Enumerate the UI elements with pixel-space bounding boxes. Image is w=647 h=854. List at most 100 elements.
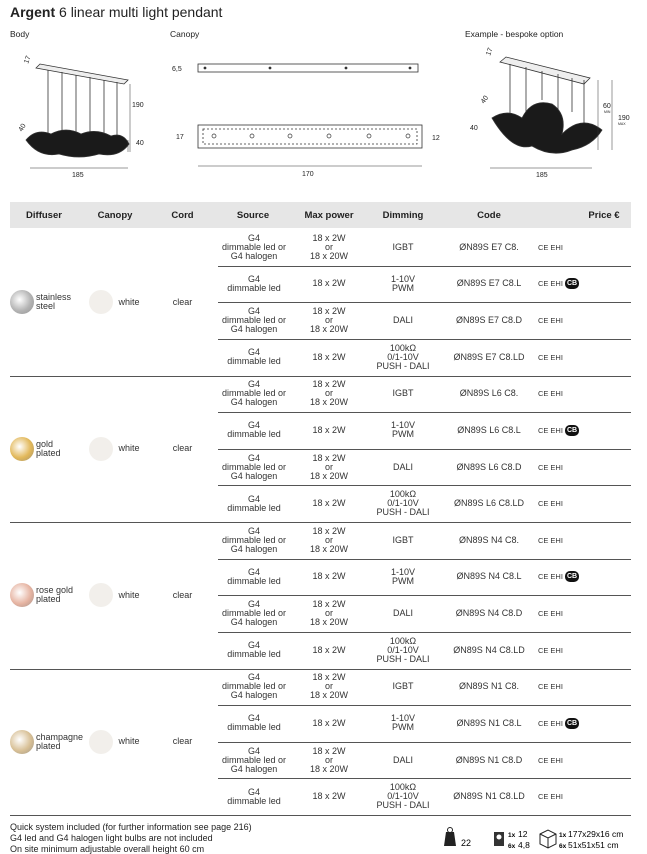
- dimming: 100kΩ 0/1-10V PUSH - DALI: [376, 489, 430, 518]
- power: 18 x 2W: [312, 644, 346, 655]
- diffuser-swatch: [10, 290, 34, 315]
- cert-mark: EHI: [550, 755, 563, 765]
- source: G4 dimmable led: [227, 713, 281, 733]
- box-value: 177x29x16 cm: [568, 829, 623, 839]
- diffuser-swatch: [10, 583, 34, 608]
- dimension: 60: [603, 103, 611, 110]
- source: G4 dimmable led or G4 halogen: [221, 599, 287, 628]
- cert-mark: EHI: [550, 535, 563, 545]
- diffuser: stainless steel: [36, 292, 72, 312]
- column-header: Dimming: [382, 209, 424, 221]
- dimming: IGBT: [392, 388, 414, 399]
- dimming: IGBT: [392, 681, 414, 692]
- cert-mark: CE: [538, 682, 549, 692]
- code: ØN89S N1 C8.L: [456, 717, 522, 728]
- qty: 6x: [559, 843, 567, 850]
- cert-mark: EHI: [550, 682, 563, 692]
- row-divider: [218, 302, 631, 304]
- code: ØN89S L6 C8.: [459, 388, 519, 399]
- dimension: 17: [23, 55, 32, 65]
- dimension: 185: [72, 172, 84, 179]
- bulb-value: 4,8: [518, 840, 530, 850]
- column-header: Source: [236, 209, 270, 221]
- code: ØN89S N1 C8.LD: [453, 791, 525, 802]
- power: 18 x 2W or 18 x 20W: [309, 306, 349, 335]
- page-title: Argent 6 linear multi light pendant: [10, 4, 222, 20]
- group-divider: [10, 522, 631, 523]
- cert-mark: CE: [538, 352, 549, 362]
- example-drawing: [490, 56, 613, 169]
- canopy-drawing: [197, 63, 423, 167]
- source: G4 dimmable led: [227, 786, 281, 806]
- certifications: CE EHI CB: [538, 266, 580, 303]
- certifications: CE EHI: [538, 669, 578, 706]
- source: G4 dimmable led or G4 halogen: [221, 232, 287, 261]
- product-title: 6 linear multi light pendant: [59, 4, 223, 20]
- cert-mark: EHI: [550, 279, 563, 289]
- certifications: CE EHI CB: [538, 705, 580, 742]
- cert-mark: EHI: [550, 462, 563, 472]
- dimming: DALI: [392, 461, 413, 472]
- diffuser-swatch: [10, 436, 34, 461]
- source: G4 dimmable led or G4 halogen: [221, 745, 287, 774]
- certifications: CE EHI CB: [538, 559, 580, 596]
- row-divider: [218, 778, 631, 780]
- row-divider: [218, 595, 631, 597]
- canopy: white: [118, 296, 140, 307]
- source: G4 dimmable led: [227, 420, 281, 440]
- row-divider: [218, 338, 631, 340]
- row-divider: [218, 741, 631, 743]
- power: 18 x 2W: [312, 791, 346, 802]
- drawing-label: Body: [10, 29, 30, 39]
- cert-mark: CE: [538, 718, 549, 728]
- drawing-label: Canopy: [170, 29, 200, 39]
- dimming: 100kΩ 0/1-10V PUSH - DALI: [376, 635, 430, 664]
- diffuser: gold plated: [36, 438, 61, 458]
- cord: clear: [172, 443, 193, 454]
- power: 18 x 2W: [312, 351, 346, 362]
- drawing-label: Example - bespoke option: [465, 29, 564, 39]
- cert-mark: EHI: [550, 645, 563, 655]
- canopy-swatch: [89, 583, 113, 608]
- group-divider: [10, 668, 631, 670]
- cert-mark: CE: [538, 792, 549, 802]
- cert-mark: EHI: [550, 609, 563, 619]
- certifications: CE EHI: [538, 376, 578, 413]
- cert-mark: EHI: [550, 316, 563, 326]
- dimension: 40: [470, 125, 478, 132]
- certifications: CE EHI: [538, 485, 578, 522]
- cord: clear: [172, 736, 193, 747]
- dimension: 190: [132, 102, 144, 109]
- weight: 22: [461, 838, 471, 848]
- group-divider: [10, 815, 631, 816]
- column-header: Max power: [304, 209, 354, 221]
- cert-mark: CE: [538, 279, 549, 289]
- row-divider: [218, 705, 631, 707]
- certifications: CE EHI: [538, 449, 578, 486]
- certifications: CE EHI: [538, 229, 578, 266]
- certifications: CE EHI: [538, 632, 578, 669]
- cert-mark: EHI: [550, 352, 563, 362]
- canopy: white: [118, 589, 140, 600]
- row-divider: [218, 448, 631, 450]
- note: On site minimum adjustable overall heigh…: [10, 844, 205, 854]
- power: 18 x 2W or 18 x 20W: [309, 452, 349, 481]
- cert-mark: CE: [538, 316, 549, 326]
- cert-mark: EHI: [550, 242, 563, 252]
- dimension: 12: [432, 135, 440, 142]
- dimension: 40: [18, 123, 28, 133]
- dimming: DALI: [392, 608, 413, 619]
- cert-mark: CB: [564, 717, 580, 729]
- dimming: 1-10V PWM: [390, 273, 416, 293]
- source: G4 dimmable led or G4 halogen: [221, 452, 287, 481]
- code: ØN89S N4 C8.: [458, 534, 520, 545]
- diffuser: champagne plated: [36, 731, 84, 751]
- note: Quick system included (for further infor…: [10, 822, 252, 832]
- cert-mark: CE: [538, 462, 549, 472]
- cert-mark: CE: [538, 572, 549, 582]
- canopy-swatch: [89, 729, 113, 754]
- row-divider: [218, 265, 631, 267]
- dimension: 6,5: [172, 66, 182, 73]
